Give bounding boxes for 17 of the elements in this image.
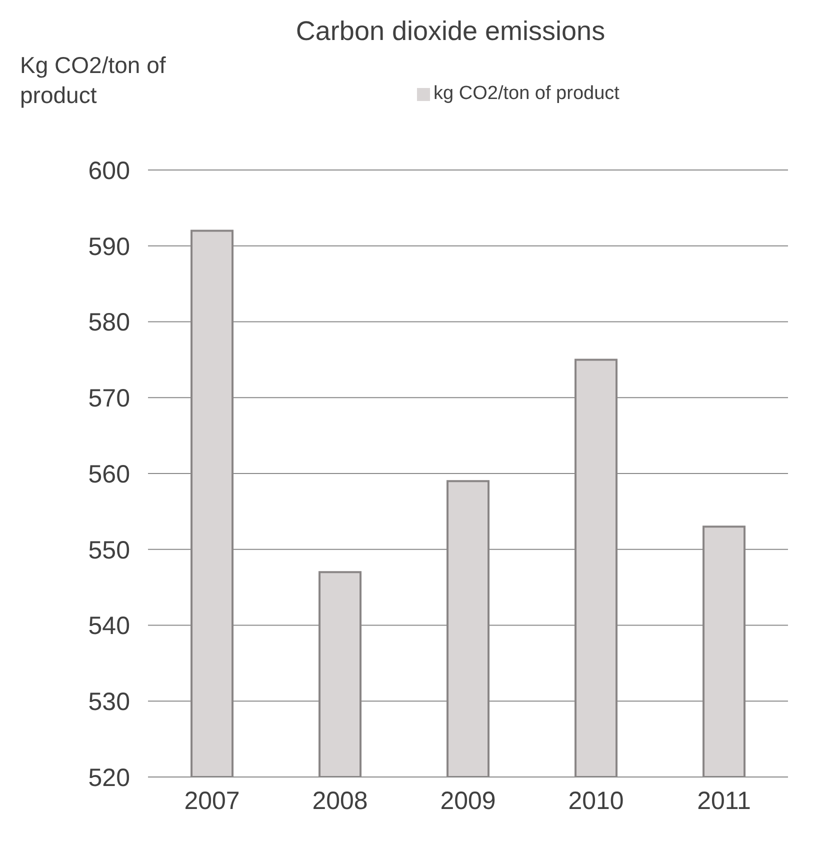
y-tick-label: 560 [88,460,130,488]
x-tick-label: 2009 [440,786,496,815]
legend-label: kg CO2/ton of product [434,83,620,104]
y-tick-label: 540 [88,612,130,640]
y-axis-title: Kg CO2/ton of product [20,51,167,110]
y-tick-label: 580 [88,308,130,337]
y-tick-label: 590 [88,232,130,261]
x-tick-label: 2011 [697,786,751,815]
y-tick-label: 600 [88,156,130,185]
chart-title: Carbon dioxide emissions [294,16,606,47]
y-tick-label: 530 [88,688,130,716]
x-tick-label: 2008 [312,786,368,815]
x-tick-label: 2010 [568,786,624,815]
y-tick-label: 520 [88,764,130,792]
y-tick-label: 550 [88,536,130,564]
y-tick-label: 570 [88,384,130,412]
x-tick-label: 2007 [184,786,240,815]
